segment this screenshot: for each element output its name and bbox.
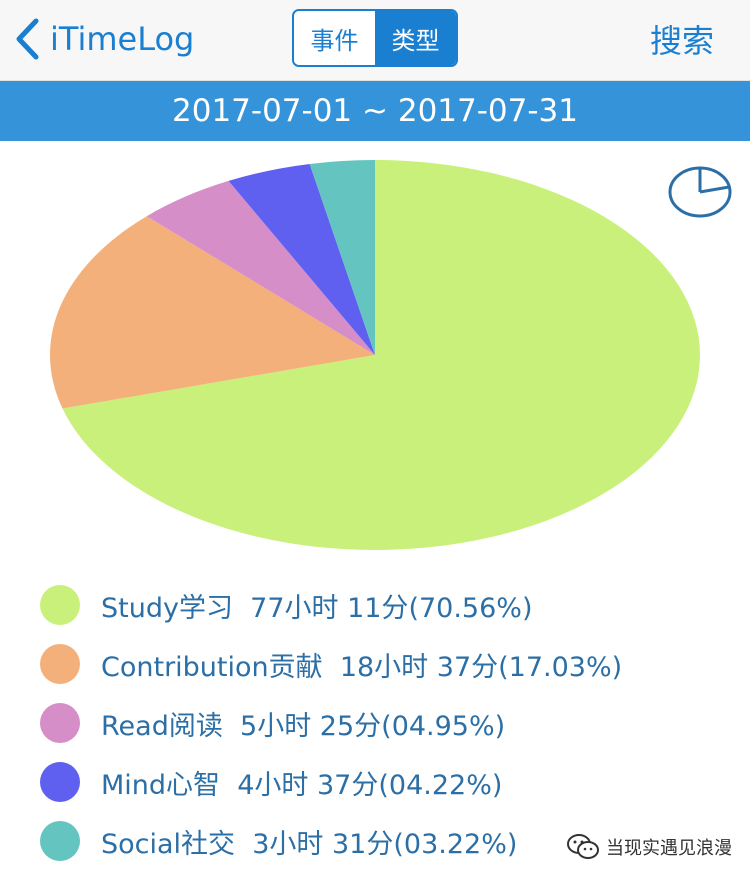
back-label: iTimeLog <box>50 20 195 58</box>
legend-name: Study学习 <box>101 592 233 624</box>
wechat-icon <box>567 834 599 859</box>
legend-item-read: Read阅读 5小时 25分(04.95%) <box>40 701 505 745</box>
legend-percent: 04.22% <box>388 769 492 801</box>
view-segmented-control: 事件 类型 <box>292 9 458 67</box>
legend-swatch-social <box>40 821 80 861</box>
legend-swatch-mind <box>40 762 80 802</box>
pie-chart-icon[interactable] <box>667 163 733 221</box>
legend-name: Contribution贡献 <box>101 651 323 683</box>
date-range-bar[interactable]: 2017-07-01 ~ 2017-07-31 <box>0 81 750 141</box>
legend-percent: 03.22% <box>403 828 507 860</box>
back-button[interactable]: iTimeLog <box>14 14 194 64</box>
legend-swatch-read <box>40 703 80 743</box>
search-button[interactable]: 搜索 <box>649 22 714 60</box>
legend-item-contribution: Contribution贡献 18小时 37分(17.03%) <box>40 642 622 686</box>
pie-slice-social <box>309 160 375 355</box>
legend-item-social: Social社交 3小时 31分(03.22%) <box>40 819 517 863</box>
watermark-text: 当现实遇见浪漫 <box>606 838 732 859</box>
legend-duration: 5小时 25分 <box>240 710 382 742</box>
legend-duration: 4小时 37分 <box>237 769 379 801</box>
navigation-bar: iTimeLog 事件 类型 搜索 <box>0 0 750 81</box>
tab-types[interactable]: 类型 <box>375 11 456 65</box>
legend-item-mind: Mind心智 4小时 37分(04.22%) <box>40 760 502 804</box>
pie-slice-mind <box>228 163 375 355</box>
legend-percent: 70.56% <box>418 592 522 624</box>
pie-chart <box>50 160 701 550</box>
legend-swatch-study <box>40 585 80 625</box>
chevron-left-icon <box>16 18 39 60</box>
legend-name: Mind心智 <box>101 769 221 801</box>
legend-duration: 18小时 37分 <box>339 651 499 683</box>
legend-duration: 77小时 11分 <box>250 592 409 624</box>
legend-name: Social社交 <box>101 828 236 860</box>
legend-name: Read阅读 <box>101 710 223 742</box>
legend-percent: 17.03% <box>508 651 612 683</box>
pie-slice-read <box>146 180 375 355</box>
watermark: 当现实遇见浪漫 <box>566 833 732 861</box>
legend-percent: 04.95% <box>391 710 495 742</box>
date-range-label: 2017-07-01 ~ 2017-07-31 <box>172 93 578 129</box>
legend-duration: 3小时 31分 <box>252 828 394 860</box>
legend-item-study: Study学习 77小时 11分(70.56%) <box>40 583 532 627</box>
legend-swatch-contribution <box>40 644 80 684</box>
pie-slice-contribution <box>50 216 375 409</box>
pie-slice-study <box>62 160 701 550</box>
tab-events[interactable]: 事件 <box>294 11 375 65</box>
